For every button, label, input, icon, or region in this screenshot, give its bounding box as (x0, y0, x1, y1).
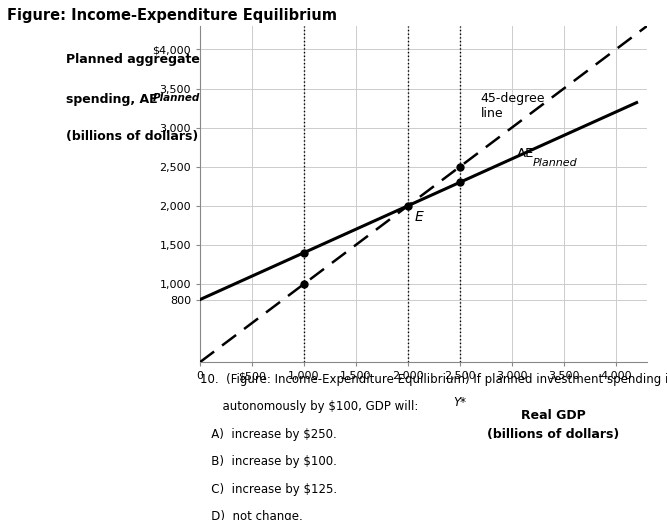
Text: spending, AE: spending, AE (66, 93, 157, 106)
Text: D)  not change.: D) not change. (200, 510, 303, 520)
Text: Planned: Planned (153, 93, 200, 103)
Text: autonomously by $100, GDP will:: autonomously by $100, GDP will: (200, 400, 418, 413)
Text: 45-degree
line: 45-degree line (481, 92, 545, 120)
Text: Planned: Planned (533, 158, 578, 168)
Text: Real GDP: Real GDP (521, 409, 586, 422)
Text: (billions of dollars): (billions of dollars) (488, 428, 620, 441)
Text: Y*: Y* (454, 396, 466, 409)
Text: (billions of dollars): (billions of dollars) (66, 130, 198, 143)
Text: C)  increase by $125.: C) increase by $125. (200, 483, 338, 496)
Text: B)  increase by $100.: B) increase by $100. (200, 455, 337, 468)
Text: AE: AE (517, 147, 534, 160)
Text: A)  increase by $250.: A) increase by $250. (200, 428, 337, 441)
Text: Figure: Income-Expenditure Equilibrium: Figure: Income-Expenditure Equilibrium (7, 8, 337, 23)
Text: Planned aggregate: Planned aggregate (66, 53, 200, 66)
Text: 10.  (Figure: Income-Expenditure Equilibrium) If planned investment spending inc: 10. (Figure: Income-Expenditure Equilibr… (200, 373, 667, 386)
Text: E: E (414, 210, 423, 224)
